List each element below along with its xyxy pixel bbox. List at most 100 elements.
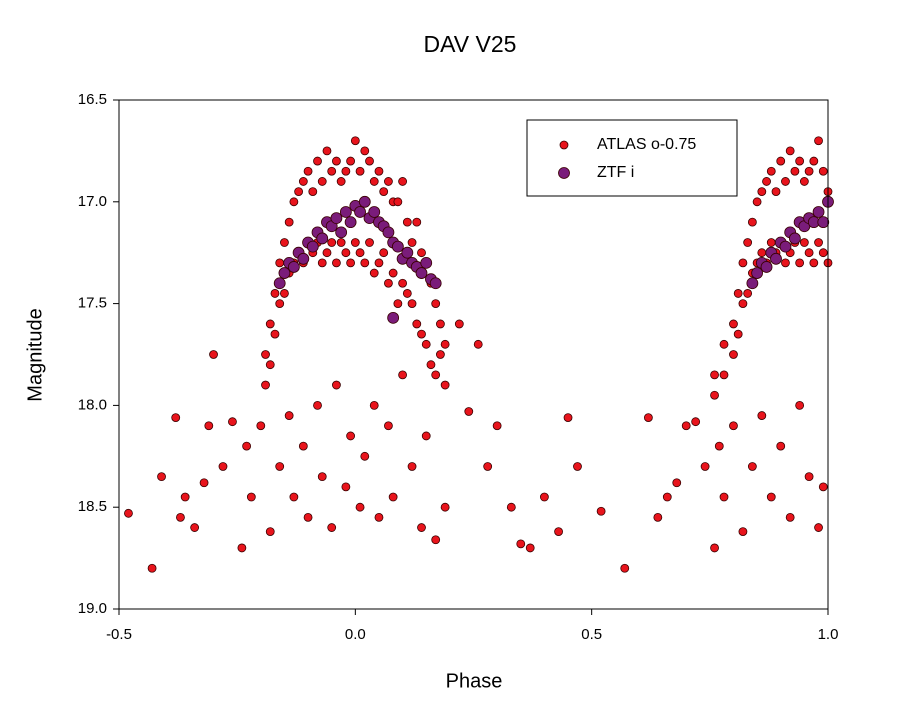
point <box>431 370 441 380</box>
point <box>294 187 304 197</box>
point <box>384 278 393 288</box>
point <box>265 319 275 329</box>
point <box>237 543 247 553</box>
point <box>387 311 400 324</box>
point <box>218 462 228 471</box>
point <box>747 462 757 471</box>
point <box>776 156 786 166</box>
legend-marker <box>558 167 570 179</box>
point <box>751 267 763 279</box>
point <box>317 258 327 268</box>
point <box>398 177 408 186</box>
point <box>355 248 365 258</box>
point <box>289 197 299 207</box>
point <box>369 400 379 410</box>
point <box>781 177 790 186</box>
point <box>714 441 724 451</box>
point <box>417 329 426 339</box>
point <box>812 206 825 218</box>
point <box>733 329 743 339</box>
point <box>391 240 404 253</box>
point <box>265 360 275 370</box>
point <box>814 136 823 146</box>
point <box>261 380 270 390</box>
point <box>355 502 365 512</box>
point <box>393 197 403 207</box>
point <box>738 299 748 309</box>
legend: ATLAS o-0.75 ZTF i <box>526 119 738 197</box>
x-axis-label: Phase <box>446 670 503 692</box>
point <box>360 451 370 461</box>
point <box>757 411 767 420</box>
point <box>809 258 819 268</box>
point <box>402 217 412 227</box>
point <box>407 462 417 471</box>
point <box>738 258 748 268</box>
point <box>382 226 395 239</box>
point <box>440 339 450 349</box>
legend-label: ATLAS o-0.75 <box>597 136 696 153</box>
point <box>799 238 809 247</box>
point <box>516 539 526 549</box>
point <box>662 492 672 502</box>
point <box>228 417 237 427</box>
point <box>719 492 729 502</box>
point <box>743 238 753 247</box>
point <box>344 216 357 229</box>
point <box>332 156 341 166</box>
point <box>374 258 384 268</box>
point <box>421 431 431 441</box>
point <box>710 390 719 400</box>
point <box>407 299 417 309</box>
point <box>190 523 200 532</box>
point <box>313 400 322 410</box>
point <box>401 246 414 259</box>
point <box>746 277 759 290</box>
point <box>171 413 181 423</box>
point <box>700 462 710 471</box>
point <box>346 431 356 441</box>
point <box>766 166 776 176</box>
point <box>738 527 748 537</box>
point <box>278 267 291 279</box>
point <box>303 166 313 176</box>
point <box>242 441 252 451</box>
point <box>412 319 422 329</box>
point <box>818 248 828 258</box>
point <box>643 413 653 423</box>
point <box>483 462 493 471</box>
x-tick-label: 0.5 <box>581 626 602 643</box>
point <box>795 258 805 268</box>
point <box>795 156 805 166</box>
point <box>719 370 729 380</box>
point <box>355 166 365 176</box>
point <box>157 472 166 482</box>
plot-frame <box>118 99 829 610</box>
point <box>354 206 366 218</box>
point <box>525 543 535 553</box>
legend-box <box>526 119 738 197</box>
point <box>492 421 502 431</box>
point <box>454 319 464 329</box>
point <box>284 411 294 420</box>
y-axis-label: Magnitude <box>24 308 46 401</box>
point <box>280 238 289 247</box>
point <box>710 543 719 553</box>
point <box>388 268 398 278</box>
point <box>421 339 431 349</box>
point <box>350 136 360 146</box>
point <box>766 238 776 247</box>
point <box>779 240 792 253</box>
point <box>596 506 606 516</box>
point <box>757 187 767 197</box>
point <box>681 421 691 431</box>
point <box>757 248 767 258</box>
point <box>781 258 790 268</box>
point <box>804 248 814 258</box>
point <box>412 217 422 227</box>
point <box>804 166 814 176</box>
point <box>398 278 408 288</box>
point <box>710 370 719 380</box>
y-tick-label: 18.5 <box>78 498 107 515</box>
